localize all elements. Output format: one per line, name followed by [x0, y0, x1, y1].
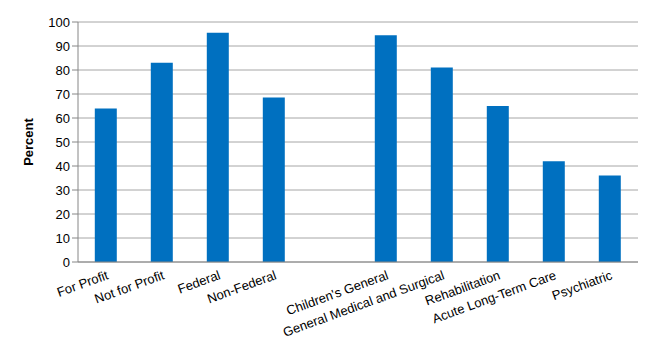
svg-text:70: 70: [56, 87, 70, 102]
svg-text:50: 50: [56, 135, 70, 150]
svg-text:Psychiatric: Psychiatric: [550, 267, 615, 303]
svg-text:Federal: Federal: [175, 267, 223, 297]
svg-text:60: 60: [56, 111, 70, 126]
svg-text:90: 90: [56, 39, 70, 54]
svg-text:40: 40: [56, 159, 70, 174]
svg-text:Not for Profit: Not for Profit: [92, 267, 166, 306]
svg-text:Non-Federal: Non-Federal: [205, 267, 278, 306]
svg-text:Children's General: Children's General: [284, 267, 391, 319]
svg-text:For Profit: For Profit: [54, 267, 111, 300]
svg-text:General Medical and Surgical: General Medical and Surgical: [281, 267, 446, 339]
svg-text:80: 80: [56, 63, 70, 78]
svg-text:Acute Long-Term Care: Acute Long-Term Care: [430, 267, 558, 326]
svg-text:30: 30: [56, 183, 70, 198]
svg-text:0: 0: [63, 255, 70, 270]
svg-text:10: 10: [56, 231, 70, 246]
svg-text:100: 100: [48, 15, 70, 30]
svg-text:Percent: Percent: [21, 117, 36, 165]
svg-text:20: 20: [56, 207, 70, 222]
svg-text:Rehabilitation: Rehabilitation: [423, 267, 503, 309]
